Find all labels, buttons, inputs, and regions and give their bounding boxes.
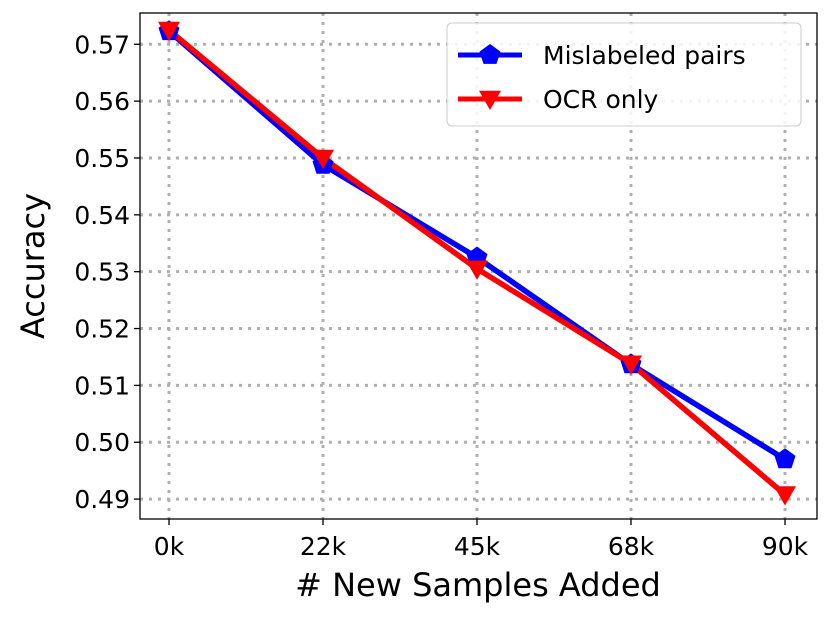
y-tick-label: 0.54 [74, 201, 130, 230]
y-tick-label: 0.51 [74, 371, 130, 400]
x-tick-label: 22k [300, 532, 347, 561]
y-tick-label: 0.56 [74, 87, 130, 116]
y-tick-label: 0.53 [74, 258, 130, 287]
y-tick-label: 0.49 [74, 485, 130, 514]
legend-label-mislabeled-pairs: Mislabeled pairs [543, 41, 746, 70]
data-point-1-3 [620, 355, 642, 375]
legend-label-ocr-only: OCR only [543, 85, 659, 114]
x-tick-label: 68k [608, 532, 655, 561]
data-point-1-0 [158, 21, 180, 42]
legend: Mislabeled pairs OCR only [446, 22, 802, 127]
plot-frame [139, 12, 818, 520]
y-tick-label: 0.57 [74, 30, 130, 59]
y-tick-label: 0.52 [74, 315, 130, 344]
legend-marker-mislabeled-pairs [479, 44, 501, 64]
x-axis-title: # New Samples Added [295, 566, 661, 604]
data-point-1-1 [312, 149, 334, 169]
x-axis: 0k 22k 45k 68k 90k [154, 519, 809, 561]
x-tick-label: 0k [154, 532, 185, 561]
data-point-0-4 [774, 448, 796, 469]
data-point-1-2 [466, 260, 488, 280]
x-tick-label: 45k [454, 532, 501, 561]
y-tick-label: 0.55 [74, 144, 130, 173]
y-axis-title: Accuracy [14, 193, 52, 339]
legend-marker-ocr-only [479, 90, 501, 110]
markers [158, 20, 796, 506]
y-axis: 0.49 0.50 0.51 0.52 0.53 0.54 0.55 0.56 0.57 [74, 30, 140, 514]
x-tick-label: 90k [762, 532, 809, 561]
legend-box [446, 22, 802, 127]
data-point-1-4 [774, 486, 796, 506]
y-tick-label: 0.50 [74, 428, 130, 457]
